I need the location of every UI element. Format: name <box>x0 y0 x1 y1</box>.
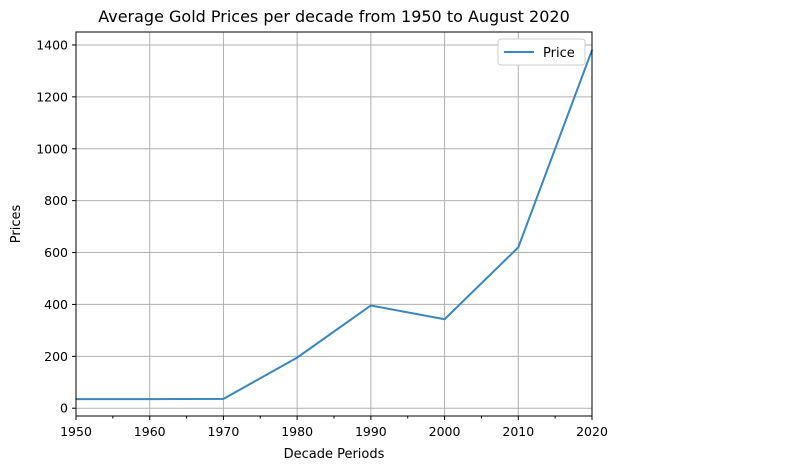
x-tick-label: 1970 <box>208 424 240 439</box>
x-tick-label: 1980 <box>281 424 313 439</box>
x-tick-label: 2000 <box>429 424 461 439</box>
y-tick-label: 1000 <box>36 141 68 156</box>
data-point <box>517 246 520 249</box>
data-point <box>296 356 298 359</box>
series-layer <box>75 49 593 401</box>
data-point <box>443 318 446 321</box>
x-tick-label: 1990 <box>355 424 387 439</box>
y-tick-label: 800 <box>44 193 68 208</box>
data-point <box>148 398 151 400</box>
x-tick-label: 1950 <box>60 424 92 439</box>
x-tick-label: 2020 <box>576 424 608 439</box>
y-tick-label: 400 <box>44 297 68 312</box>
ticks: 1950 1960 1970 1980 1990 2000 2010 2020 0 200 400 6… <box>36 37 608 439</box>
plot-frame <box>75 31 593 417</box>
legend: Price <box>497 38 586 66</box>
y-tick-label: 1400 <box>36 37 68 52</box>
y-axis-label: Prices <box>9 205 24 244</box>
y-tick-label: 200 <box>44 349 68 364</box>
x-axis-label: Decade Periods <box>284 447 385 462</box>
legend-box <box>497 38 586 66</box>
data-point <box>222 398 225 400</box>
chart-title: Average Gold Prices per decade from 1950… <box>98 7 570 26</box>
y-tick-label: 600 <box>44 245 68 260</box>
legend-label-price: Price <box>543 46 575 61</box>
y-tick-label: 0 <box>60 401 68 416</box>
x-tick-label: 1960 <box>134 424 166 439</box>
x-tick-label: 2010 <box>502 424 534 439</box>
data-point <box>370 304 372 307</box>
series-line-price <box>76 49 593 401</box>
grid <box>75 32 593 416</box>
y-tick-label: 1200 <box>36 89 68 104</box>
